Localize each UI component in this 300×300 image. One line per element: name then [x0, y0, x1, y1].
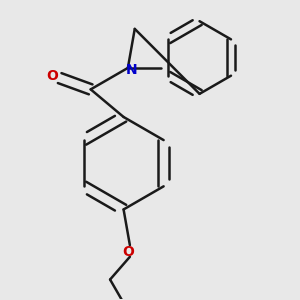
Text: O: O [46, 69, 58, 83]
Text: O: O [122, 245, 134, 260]
Text: N: N [126, 63, 138, 76]
